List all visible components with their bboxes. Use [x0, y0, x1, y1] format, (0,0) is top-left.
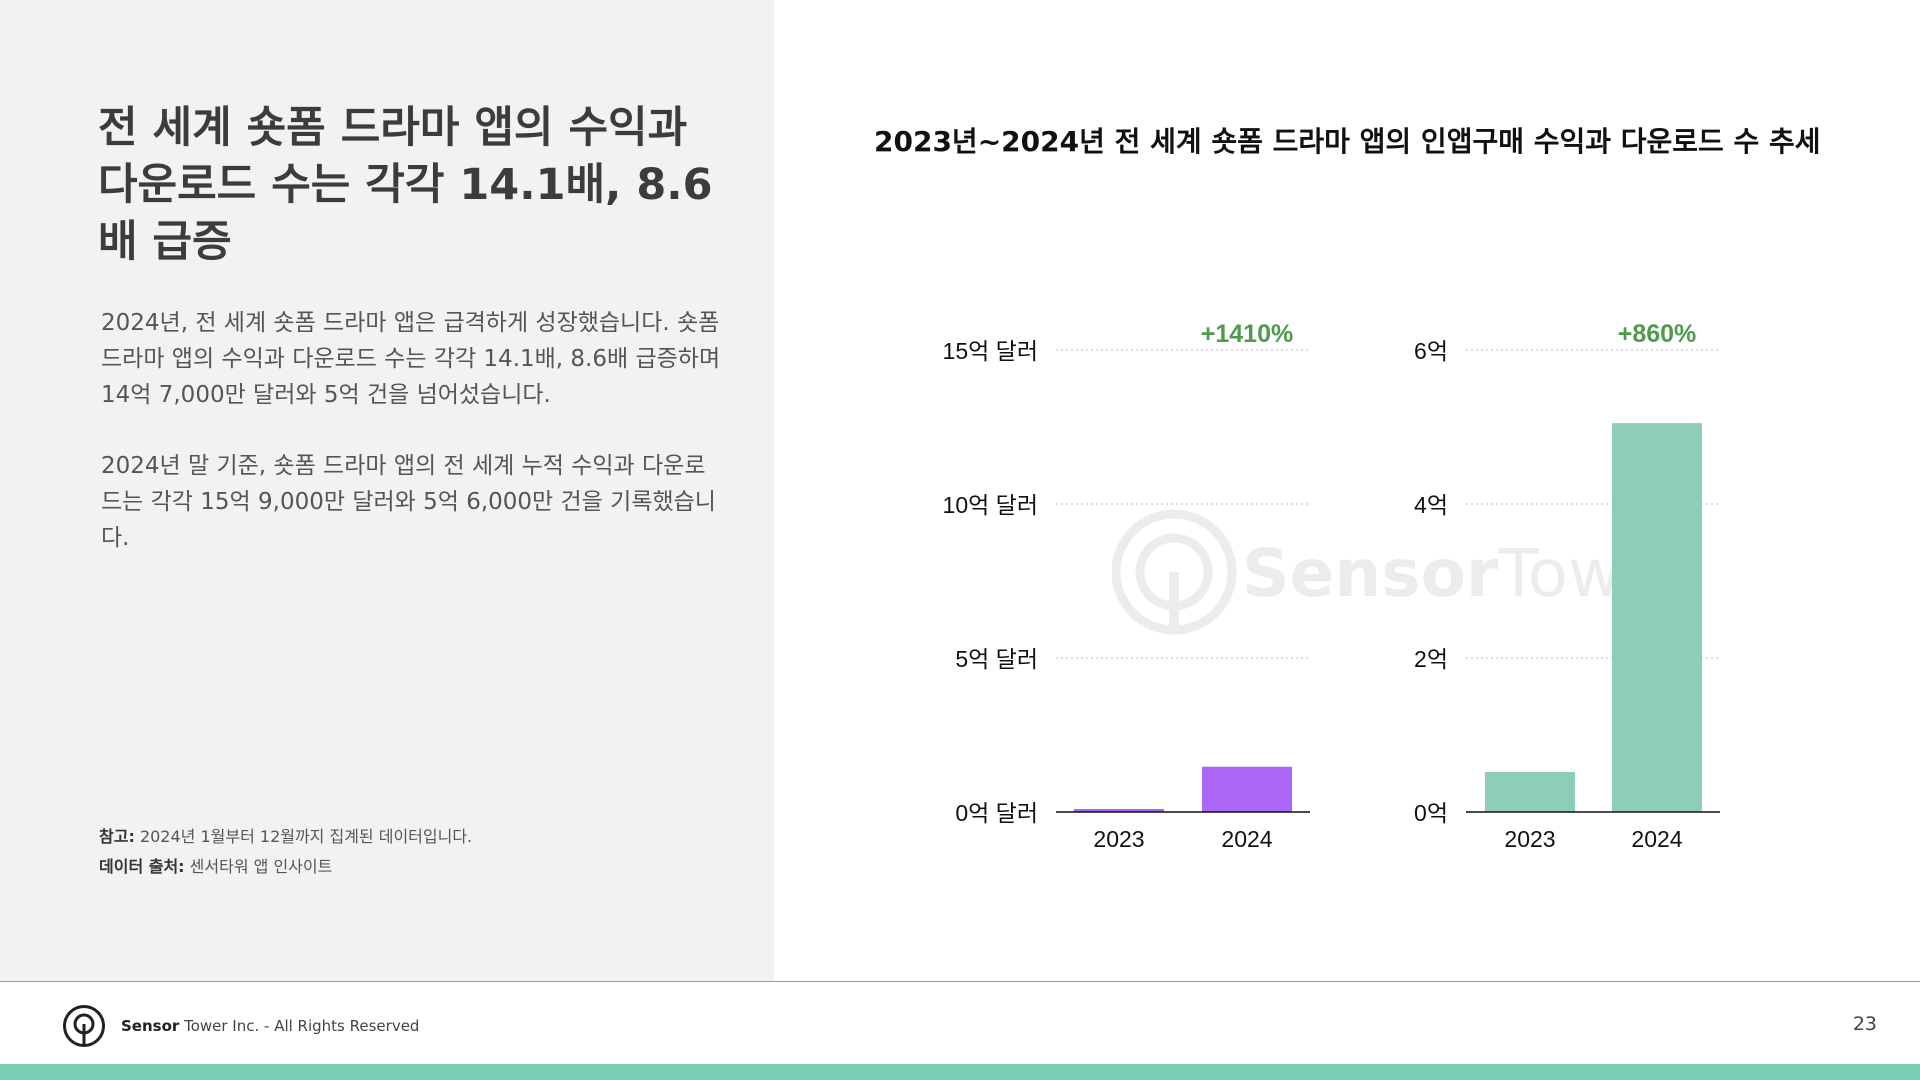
revenue-growth-label: +1410%: [1201, 320, 1293, 348]
revenue-ytick-label: 15억 달러: [943, 338, 1038, 364]
page-number: 23: [1853, 1013, 1877, 1035]
copyright-text: Tower Inc. - All Rights Reserved: [184, 1017, 419, 1035]
downloads-ytick-label: 4억: [1414, 492, 1448, 518]
revenue-bar-2024: [1202, 767, 1292, 812]
charts-area: 0억 달러 5억 달러 10억 달러 15억 달러 2023 2024 +1410% 0억 2억…: [0, 0, 1920, 981]
downloads-ytick-label: 0억: [1414, 800, 1448, 826]
copyright-brand: Sensor: [121, 1017, 179, 1035]
downloads-ytick-label: 6억: [1414, 338, 1448, 364]
downloads-bar-2024: [1612, 423, 1702, 812]
copyright: Sensor Tower Inc. - All Rights Reserved: [121, 1017, 419, 1035]
revenue-ytick-label: 0억 달러: [955, 800, 1038, 826]
downloads-ytick-label: 2억: [1414, 646, 1448, 672]
footer-accent-bar: [0, 1064, 1920, 1080]
downloads-growth-label: +860%: [1618, 320, 1697, 348]
revenue-ytick-label: 5억 달러: [955, 646, 1038, 672]
footer-divider: [0, 981, 1920, 982]
downloads-xtick-label: 2024: [1631, 826, 1682, 852]
downloads-xtick-label: 2023: [1504, 826, 1555, 852]
revenue-xtick-label: 2023: [1093, 826, 1144, 852]
downloads-bar-2023: [1485, 772, 1575, 812]
sensor-tower-logo-icon: [62, 1004, 106, 1048]
revenue-ytick-label: 10억 달러: [943, 492, 1038, 518]
revenue-xtick-label: 2024: [1221, 826, 1272, 852]
